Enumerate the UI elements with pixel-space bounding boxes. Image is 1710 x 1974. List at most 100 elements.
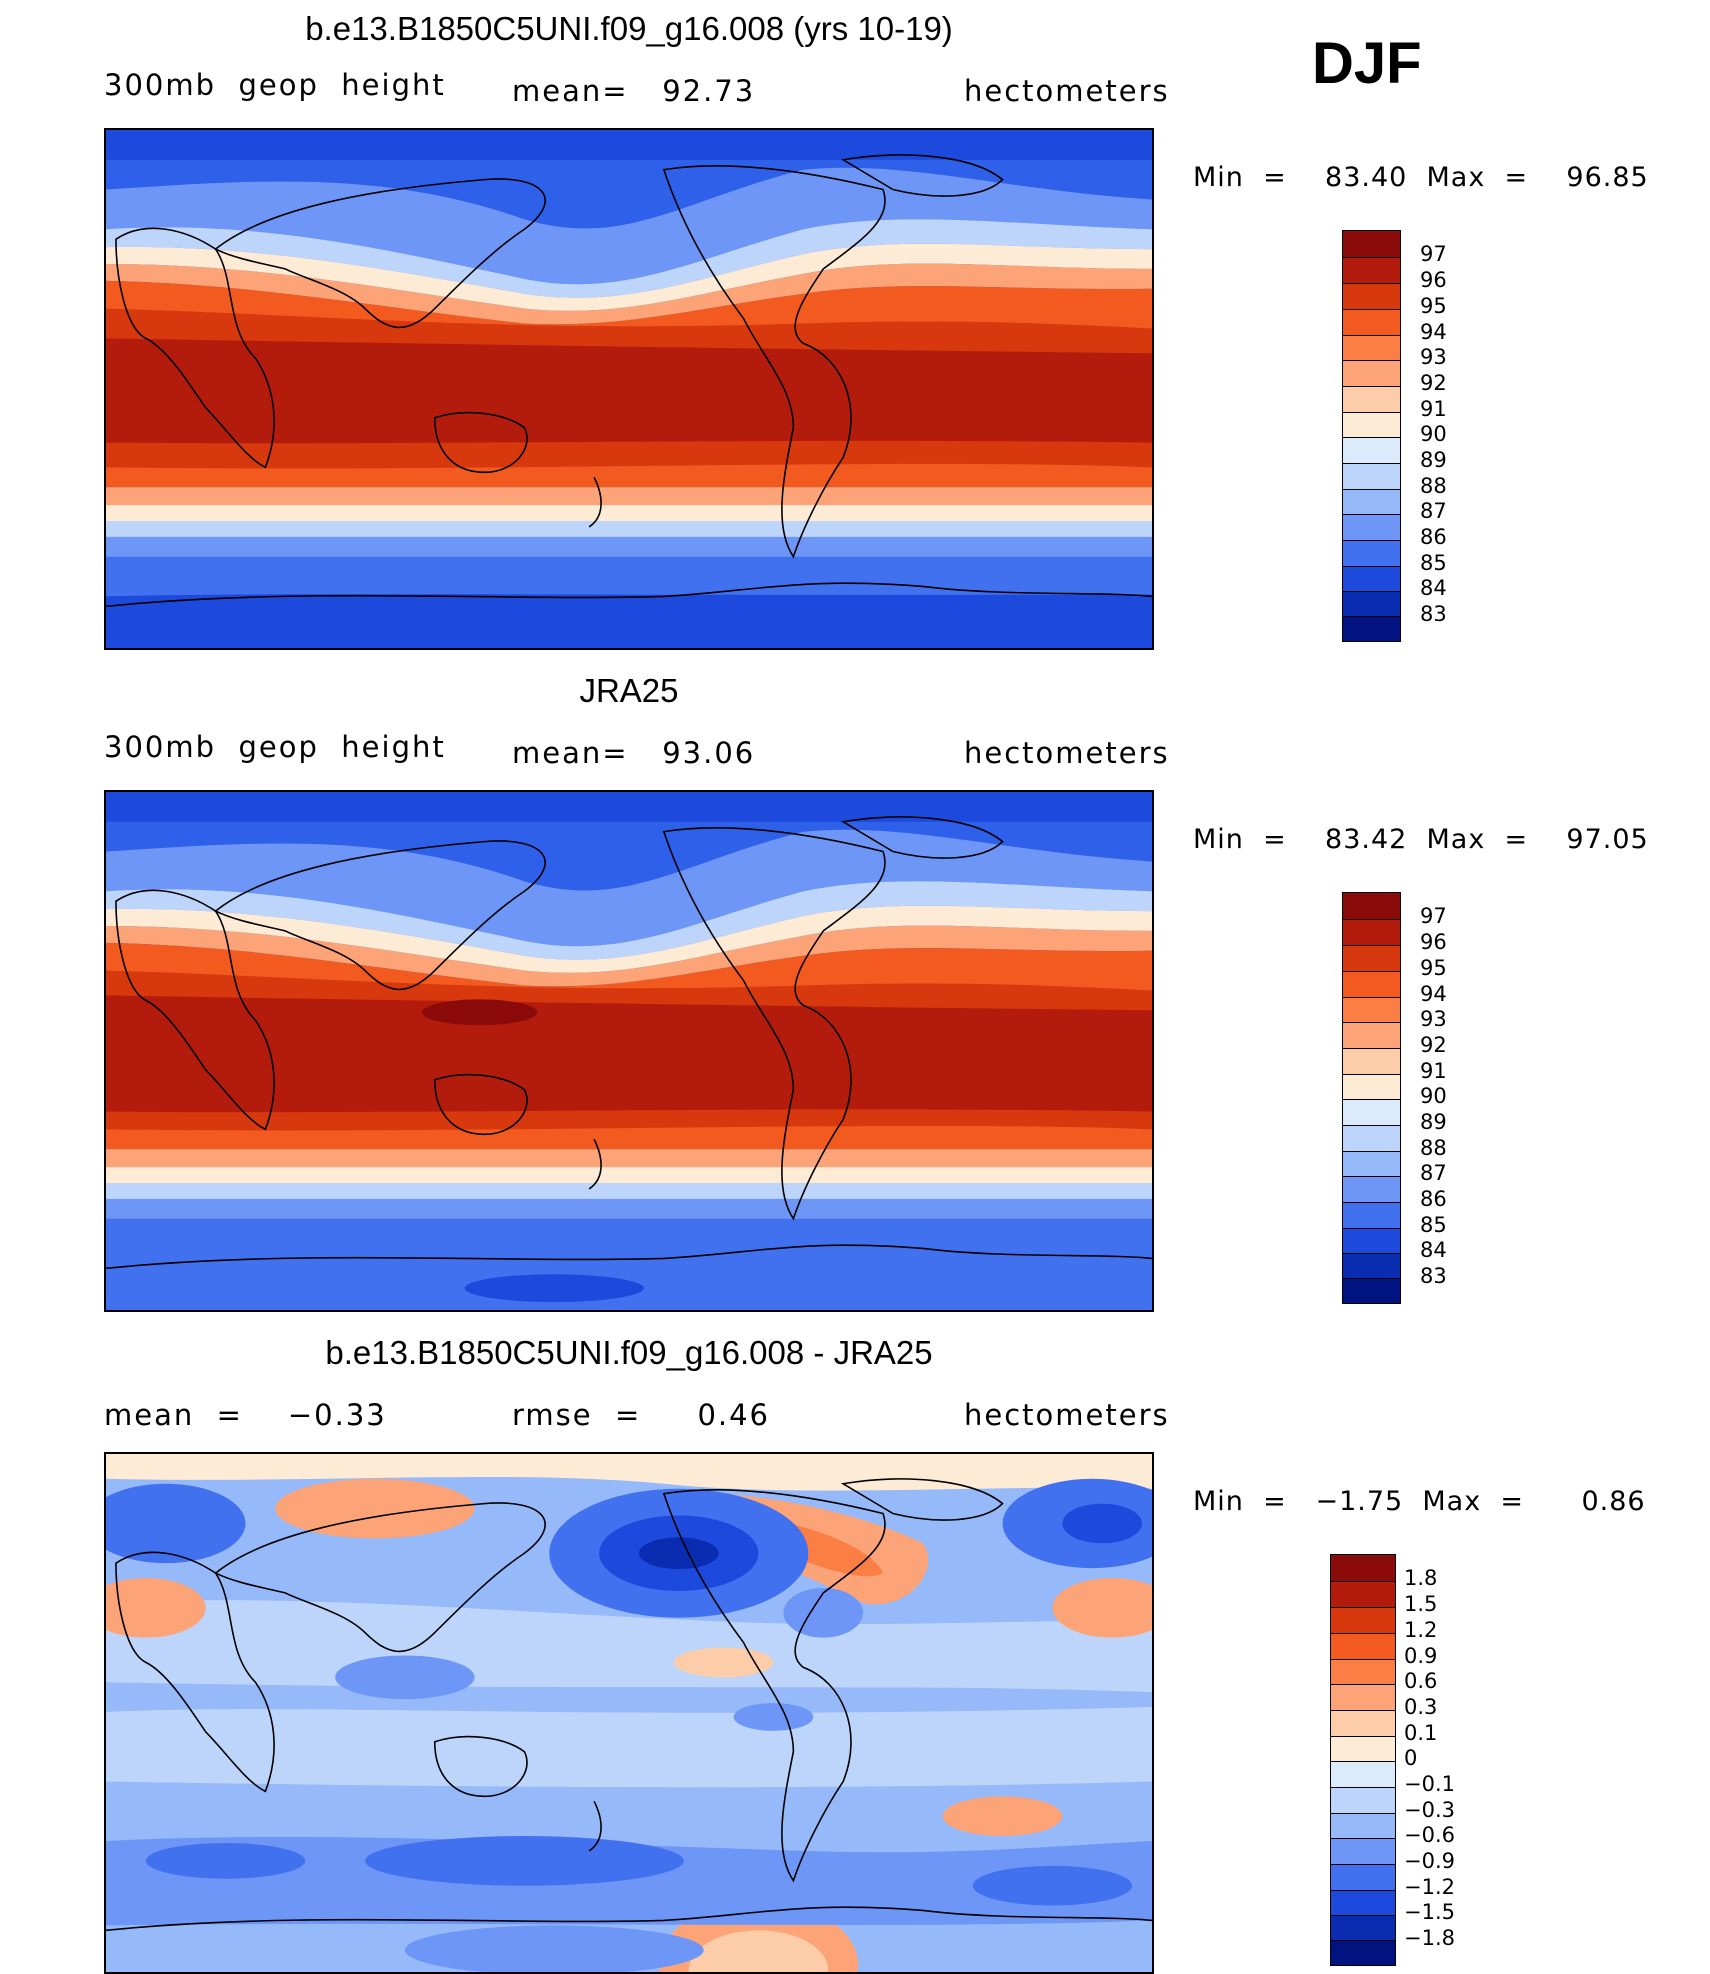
panel-2-colorbar-box	[1343, 1278, 1400, 1303]
panel-1-colorbar-label: 92	[1420, 371, 1447, 395]
panel-1-colorbar-box	[1343, 335, 1400, 360]
panel-2-colorbar-label: 95	[1420, 956, 1447, 980]
panel-1-colorbar-label: 96	[1420, 268, 1447, 292]
panel-2-colorbar-label: 85	[1420, 1213, 1447, 1237]
panel-3-colorbar-box	[1331, 1813, 1395, 1838]
panel-2-colorbar-box	[1343, 1074, 1400, 1099]
panel-1-colorbar-box	[1343, 566, 1400, 591]
panel-1-colorbar-label: 83	[1420, 602, 1447, 626]
panel-3-map	[104, 1452, 1154, 1974]
panel-2-colorbar-box	[1343, 1048, 1400, 1074]
panel-3-colorbar-label: 0.9	[1404, 1644, 1438, 1668]
panel-3-colorbar-label: 0.1	[1404, 1721, 1438, 1745]
panel-1-colorbar-box	[1343, 360, 1400, 386]
panel-2-colorbar-box	[1343, 945, 1400, 971]
panel-2-colorbar-label: 87	[1420, 1161, 1447, 1185]
panel-1-colorbar-box	[1343, 616, 1400, 641]
panel-2-colorbar-label: 84	[1420, 1238, 1447, 1262]
panel-2-colorbar	[1342, 892, 1401, 1304]
panel-1-colorbar-box	[1343, 463, 1400, 489]
panel-3-minmax: Min = −1.75 Max = 0.86	[1193, 1486, 1646, 1517]
panel-1-colorbar-box	[1343, 437, 1400, 463]
panel-3-colorbar-box	[1331, 1864, 1395, 1890]
panel-3-colorbar-label: 0.6	[1404, 1669, 1438, 1693]
panel-3-colorbar-box	[1331, 1555, 1395, 1581]
panel-3-colorbar-label: −0.3	[1404, 1798, 1455, 1822]
panel-1-colorbar-label: 84	[1420, 576, 1447, 600]
panel-2-colorbar-box	[1343, 893, 1400, 919]
panel-2-colorbar-label: 96	[1420, 930, 1447, 954]
panel-2-colorbar-box	[1343, 1125, 1400, 1151]
panel-2-colorbar-box	[1343, 1253, 1400, 1278]
panel-3-colorbar-label: 0.3	[1404, 1695, 1438, 1719]
panel-2-colorbar-box	[1343, 1176, 1400, 1202]
panel-2-colorbar-label: 90	[1420, 1084, 1447, 1108]
panel-1-colorbar-label: 97	[1420, 242, 1447, 266]
panel-3-colorbar-box	[1331, 1684, 1395, 1710]
panel-1-colorbar-box	[1343, 231, 1400, 257]
panel-3-colorbar-label: 1.8	[1404, 1566, 1438, 1590]
panel-3-colorbar-box	[1331, 1659, 1395, 1684]
panel-3-units-label: hectometers	[964, 1398, 1170, 1432]
panel-3-colorbar-label: −1.5	[1404, 1900, 1455, 1924]
panel-2-colorbar-box	[1343, 971, 1400, 997]
panel-2-variable-label: 300mb geop height	[104, 730, 446, 764]
panel-3-colorbar-box	[1331, 1633, 1395, 1659]
panel-1-variable-label: 300mb geop height	[104, 68, 446, 102]
panel-1-colorbar-box	[1343, 412, 1400, 437]
panel-3-colorbar-box	[1331, 1838, 1395, 1864]
panel-1-mean-label: mean= 92.73	[512, 74, 756, 108]
panel-3-colorbar-label: −0.9	[1404, 1849, 1455, 1873]
panel-1-colorbar-label: 89	[1420, 448, 1447, 472]
panel-2-colorbar-label: 97	[1420, 904, 1447, 928]
panel-3-colorbar-box	[1331, 1607, 1395, 1633]
panel-3-colorbar-label: −1.8	[1404, 1926, 1455, 1950]
panel-2-title: JRA25	[579, 672, 679, 709]
panel-3-colorbar-label: 1.2	[1404, 1618, 1438, 1642]
panel-1-colorbar-box	[1343, 540, 1400, 566]
panel-2-minmax: Min = 83.42 Max = 97.05	[1193, 824, 1649, 855]
panel-3-colorbar-box	[1331, 1761, 1395, 1787]
panel-3-mean-label: mean = −0.33	[104, 1398, 387, 1432]
panel-1-map	[104, 128, 1154, 650]
panel-1-units-label: hectometers	[964, 74, 1170, 108]
panel-2-mean-label: mean= 93.06	[512, 736, 756, 770]
panel-1-colorbar-box	[1343, 514, 1400, 540]
panel-3-colorbar	[1330, 1554, 1396, 1966]
panel-2-colorbar-box	[1343, 919, 1400, 945]
panel-2-colorbar-label: 94	[1420, 982, 1447, 1006]
panel-1-colorbar-box	[1343, 386, 1400, 412]
panel-3-colorbar-label: −0.1	[1404, 1772, 1455, 1796]
panel-1-colorbar-box	[1343, 257, 1400, 283]
panel-1-minmax: Min = 83.40 Max = 96.85	[1193, 162, 1649, 193]
panel-1-colorbar-box	[1343, 489, 1400, 514]
panel-2-colorbar-label: 89	[1420, 1110, 1447, 1134]
panel-1-colorbar-label: 86	[1420, 525, 1447, 549]
panel-2-colorbar-box	[1343, 1228, 1400, 1253]
panel-2-contour-field	[106, 792, 1152, 1310]
panel-3-contour-field	[106, 1454, 1152, 1972]
panel-1-colorbar-label: 90	[1420, 422, 1447, 446]
panel-3-colorbar-box	[1331, 1915, 1395, 1940]
panel-3-title: b.e13.B1850C5UNI.f09_g16.008 - JRA25	[325, 1334, 933, 1371]
panel-1-contour-field	[106, 130, 1152, 648]
panel-1-colorbar-box	[1343, 591, 1400, 616]
panel-2-colorbar-label: 88	[1420, 1136, 1447, 1160]
panel-2-colorbar-label: 92	[1420, 1033, 1447, 1057]
panel-2-colorbar-box	[1343, 1099, 1400, 1125]
panel-3-colorbar-box	[1331, 1581, 1395, 1607]
panel-2-colorbar-box	[1343, 997, 1400, 1022]
panel-1-colorbar-label: 91	[1420, 397, 1447, 421]
panel-1-title: b.e13.B1850C5UNI.f09_g16.008 (yrs 10-19)	[305, 10, 953, 47]
panel-3-rmse-label: rmse = 0.46	[512, 1398, 771, 1432]
panel-2-colorbar-label: 83	[1420, 1264, 1447, 1288]
panel-2-map	[104, 790, 1154, 1312]
panel-1-colorbar-box	[1343, 283, 1400, 309]
panel-2-colorbar-box	[1343, 1022, 1400, 1048]
panel-3-colorbar-box	[1331, 1736, 1395, 1761]
panel-3-colorbar-box	[1331, 1787, 1395, 1813]
panel-2-colorbar-label: 91	[1420, 1059, 1447, 1083]
panel-2-colorbar-label: 93	[1420, 1007, 1447, 1031]
panel-2-units-label: hectometers	[964, 736, 1170, 770]
panel-2-colorbar-box	[1343, 1202, 1400, 1228]
